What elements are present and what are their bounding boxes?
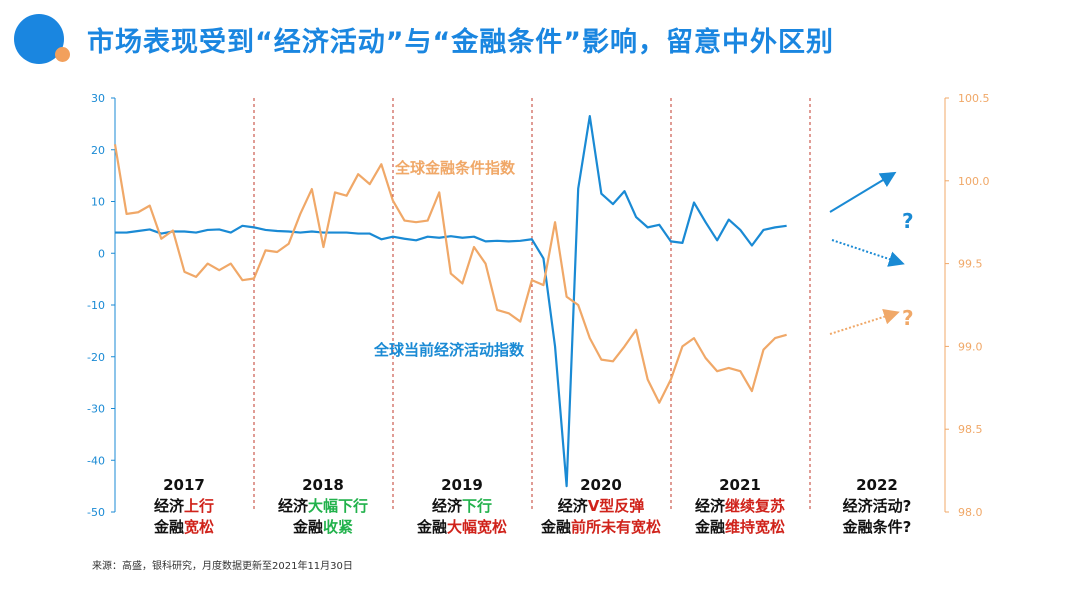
left-tick-label: -30 — [87, 403, 105, 416]
year-label: 2019 — [441, 476, 483, 494]
source-note: 来源：高盛，银科研究，月度数据更新至2021年11月30日 — [92, 561, 353, 572]
finance-prefix: 金融 — [416, 518, 447, 536]
year-label: 2022 — [856, 476, 898, 494]
finance-line: 金融大幅宽松 — [392, 517, 532, 538]
economy-prefix: 经济 — [557, 497, 588, 515]
left-tick-label: 20 — [91, 144, 105, 157]
economy-status: 上行 — [184, 497, 215, 515]
year-label: 2017 — [163, 476, 205, 494]
finance-prefix: 金融 — [540, 518, 571, 536]
economy-status: 继续复苏 — [725, 497, 786, 515]
finance-status: 大幅宽松 — [447, 518, 508, 536]
economy-line: 经济活动? — [807, 496, 947, 517]
right-tick-label: 98.0 — [958, 506, 983, 519]
left-tick-label: -40 — [87, 454, 105, 467]
economy-line: 经济V型反弹 — [531, 496, 671, 517]
economy-line: 经济上行 — [114, 496, 254, 517]
arrow-up-icon — [829, 171, 897, 213]
economy-status: 大幅下行 — [308, 497, 369, 515]
logo-dot — [55, 47, 70, 62]
economy-prefix: 经济活动? — [842, 497, 912, 515]
left-tick-label: 30 — [91, 92, 105, 105]
year-annotation-2021: 2021 经济继续复苏 金融维持宽松 — [670, 475, 810, 538]
arrow-up-icon — [829, 309, 900, 335]
finance-status: 前所未有宽松 — [571, 518, 662, 536]
finance-line: 金融收紧 — [253, 517, 393, 538]
question-mark-activity: ? — [902, 209, 914, 233]
finance-line: 金融维持宽松 — [670, 517, 810, 538]
finance-line: 金融宽松 — [114, 517, 254, 538]
year-label: 2020 — [580, 476, 622, 494]
economy-status: 下行 — [462, 497, 493, 515]
left-tick-label: -20 — [87, 351, 105, 364]
economy-prefix: 经济 — [431, 497, 462, 515]
series-label-activity: 全球当前经济活动指数 — [373, 341, 525, 359]
year-annotation-2022: 2022 经济活动? 金融条件? — [807, 475, 947, 538]
right-tick-label: 100.0 — [958, 175, 990, 188]
series-label-financial: 全球金融条件指数 — [394, 159, 516, 177]
finance-prefix: 金融 — [694, 518, 725, 536]
year-label: 2021 — [719, 476, 761, 494]
economic-activity-line — [115, 115, 787, 488]
question-mark-financial: ? — [902, 306, 914, 330]
finance-status: 宽松 — [184, 518, 215, 536]
left-tick-label: -10 — [87, 299, 105, 312]
economy-line: 经济大幅下行 — [253, 496, 393, 517]
right-tick-label: 100.5 — [958, 92, 990, 105]
economy-line: 经济继续复苏 — [670, 496, 810, 517]
finance-status: 维持宽松 — [725, 518, 786, 536]
economy-line: 经济下行 — [392, 496, 532, 517]
finance-line: 金融前所未有宽松 — [531, 517, 671, 538]
left-tick-label: 10 — [91, 196, 105, 209]
finance-status: 收紧 — [323, 518, 354, 536]
right-tick-label: 99.5 — [958, 258, 983, 271]
year-annotation-2018: 2018 经济大幅下行 金融收紧 — [253, 475, 393, 538]
economy-prefix: 经济 — [277, 497, 308, 515]
page-title: 市场表现受到“经济活动”与“金融条件”影响，留意中外区别 — [87, 27, 834, 58]
right-tick-label: 99.0 — [958, 340, 983, 353]
economy-status: V型反弹 — [587, 497, 645, 515]
year-annotation-2017: 2017 经济上行 金融宽松 — [114, 475, 254, 538]
right-tick-label: 98.5 — [958, 423, 983, 436]
economy-prefix: 经济 — [694, 497, 725, 515]
year-label: 2018 — [302, 476, 344, 494]
arrow-down-icon — [831, 239, 905, 267]
year-annotation-2020: 2020 经济V型反弹 金融前所未有宽松 — [531, 475, 671, 538]
finance-prefix: 金融 — [292, 518, 323, 536]
finance-prefix: 金融条件? — [842, 518, 912, 536]
finance-prefix: 金融 — [153, 518, 184, 536]
year-annotation-2019: 2019 经济下行 金融大幅宽松 — [392, 475, 532, 538]
financial-conditions-line — [113, 144, 787, 404]
left-tick-label: -50 — [87, 506, 105, 519]
dual-axis-line-chart: 30 20 10 0 -10 -20 -30 -40 -50 100.5 100.0 99.5 99.0… — [87, 92, 990, 519]
finance-line: 金融条件? — [807, 517, 947, 538]
left-tick-label: 0 — [98, 247, 105, 260]
economy-prefix: 经济 — [153, 497, 184, 515]
